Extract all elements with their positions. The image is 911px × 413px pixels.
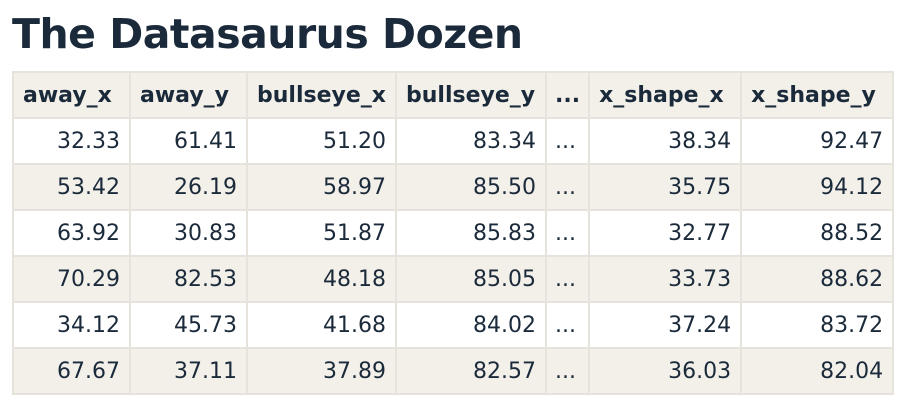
table-cell: 30.83 bbox=[129, 209, 248, 257]
table-cell: 63.92 bbox=[12, 209, 131, 257]
table-cell: 34.12 bbox=[12, 301, 131, 349]
table-cell: 51.87 bbox=[246, 209, 397, 257]
table-cell: 41.68 bbox=[246, 301, 397, 349]
table-cell: 53.42 bbox=[12, 163, 131, 211]
table-cell: 82.53 bbox=[129, 255, 248, 303]
data-table-container: away_x away_y bullseye_x bullseye_y ... … bbox=[12, 71, 895, 395]
table-cell: 84.02 bbox=[395, 301, 547, 349]
table-header-row: away_x away_y bullseye_x bullseye_y ... … bbox=[12, 71, 895, 119]
table-cell: 58.97 bbox=[246, 163, 397, 211]
table-cell: 94.12 bbox=[740, 163, 895, 211]
table-cell: 37.11 bbox=[129, 347, 248, 395]
table-cell-ellipsis: ... bbox=[544, 301, 591, 349]
table-cell: 83.72 bbox=[740, 301, 895, 349]
table-cell: 37.24 bbox=[588, 301, 743, 349]
table-cell: 67.67 bbox=[12, 347, 131, 395]
table-cell: 61.41 bbox=[129, 117, 248, 165]
table-cell: 88.62 bbox=[740, 255, 895, 303]
table-cell: 32.33 bbox=[12, 117, 131, 165]
table-cell: 82.57 bbox=[395, 347, 547, 395]
column-header-away-x: away_x bbox=[12, 71, 131, 119]
table-cell-ellipsis: ... bbox=[544, 255, 591, 303]
table-cell-ellipsis: ... bbox=[544, 163, 591, 211]
table-row: 34.12 45.73 41.68 84.02 ... 37.24 83.72 bbox=[12, 301, 895, 349]
table-cell: 45.73 bbox=[129, 301, 248, 349]
column-header-bullseye-y: bullseye_y bbox=[395, 71, 547, 119]
column-header-x-shape-x: x_shape_x bbox=[588, 71, 743, 119]
table-cell: 36.03 bbox=[588, 347, 743, 395]
column-header-away-y: away_y bbox=[129, 71, 248, 119]
table-row: 32.33 61.41 51.20 83.34 ... 38.34 92.47 bbox=[12, 117, 895, 165]
table-cell-ellipsis: ... bbox=[544, 117, 591, 165]
table-cell: 85.50 bbox=[395, 163, 547, 211]
column-header-bullseye-x: bullseye_x bbox=[246, 71, 397, 119]
table-cell: 32.77 bbox=[588, 209, 743, 257]
table-row: 53.42 26.19 58.97 85.50 ... 35.75 94.12 bbox=[12, 163, 895, 211]
table-cell: 85.83 bbox=[395, 209, 547, 257]
column-header-ellipsis: ... bbox=[544, 71, 591, 119]
table-cell: 38.34 bbox=[588, 117, 743, 165]
table-cell: 88.52 bbox=[740, 209, 895, 257]
page-title: The Datasaurus Dozen bbox=[12, 10, 523, 58]
table-cell: 35.75 bbox=[588, 163, 743, 211]
table-cell: 51.20 bbox=[246, 117, 397, 165]
table-cell: 92.47 bbox=[740, 117, 895, 165]
table-cell: 82.04 bbox=[740, 347, 895, 395]
table-cell: 48.18 bbox=[246, 255, 397, 303]
table-cell: 37.89 bbox=[246, 347, 397, 395]
table-row: 70.29 82.53 48.18 85.05 ... 33.73 88.62 bbox=[12, 255, 895, 303]
table-row: 67.67 37.11 37.89 82.57 ... 36.03 82.04 bbox=[12, 347, 895, 395]
table-cell: 33.73 bbox=[588, 255, 743, 303]
table-cell: 85.05 bbox=[395, 255, 547, 303]
table-cell: 70.29 bbox=[12, 255, 131, 303]
data-table: away_x away_y bullseye_x bullseye_y ... … bbox=[12, 71, 895, 395]
table-row: 63.92 30.83 51.87 85.83 ... 32.77 88.52 bbox=[12, 209, 895, 257]
table-cell: 26.19 bbox=[129, 163, 248, 211]
table-cell-ellipsis: ... bbox=[544, 347, 591, 395]
table-cell: 83.34 bbox=[395, 117, 547, 165]
column-header-x-shape-y: x_shape_y bbox=[740, 71, 895, 119]
table-cell-ellipsis: ... bbox=[544, 209, 591, 257]
